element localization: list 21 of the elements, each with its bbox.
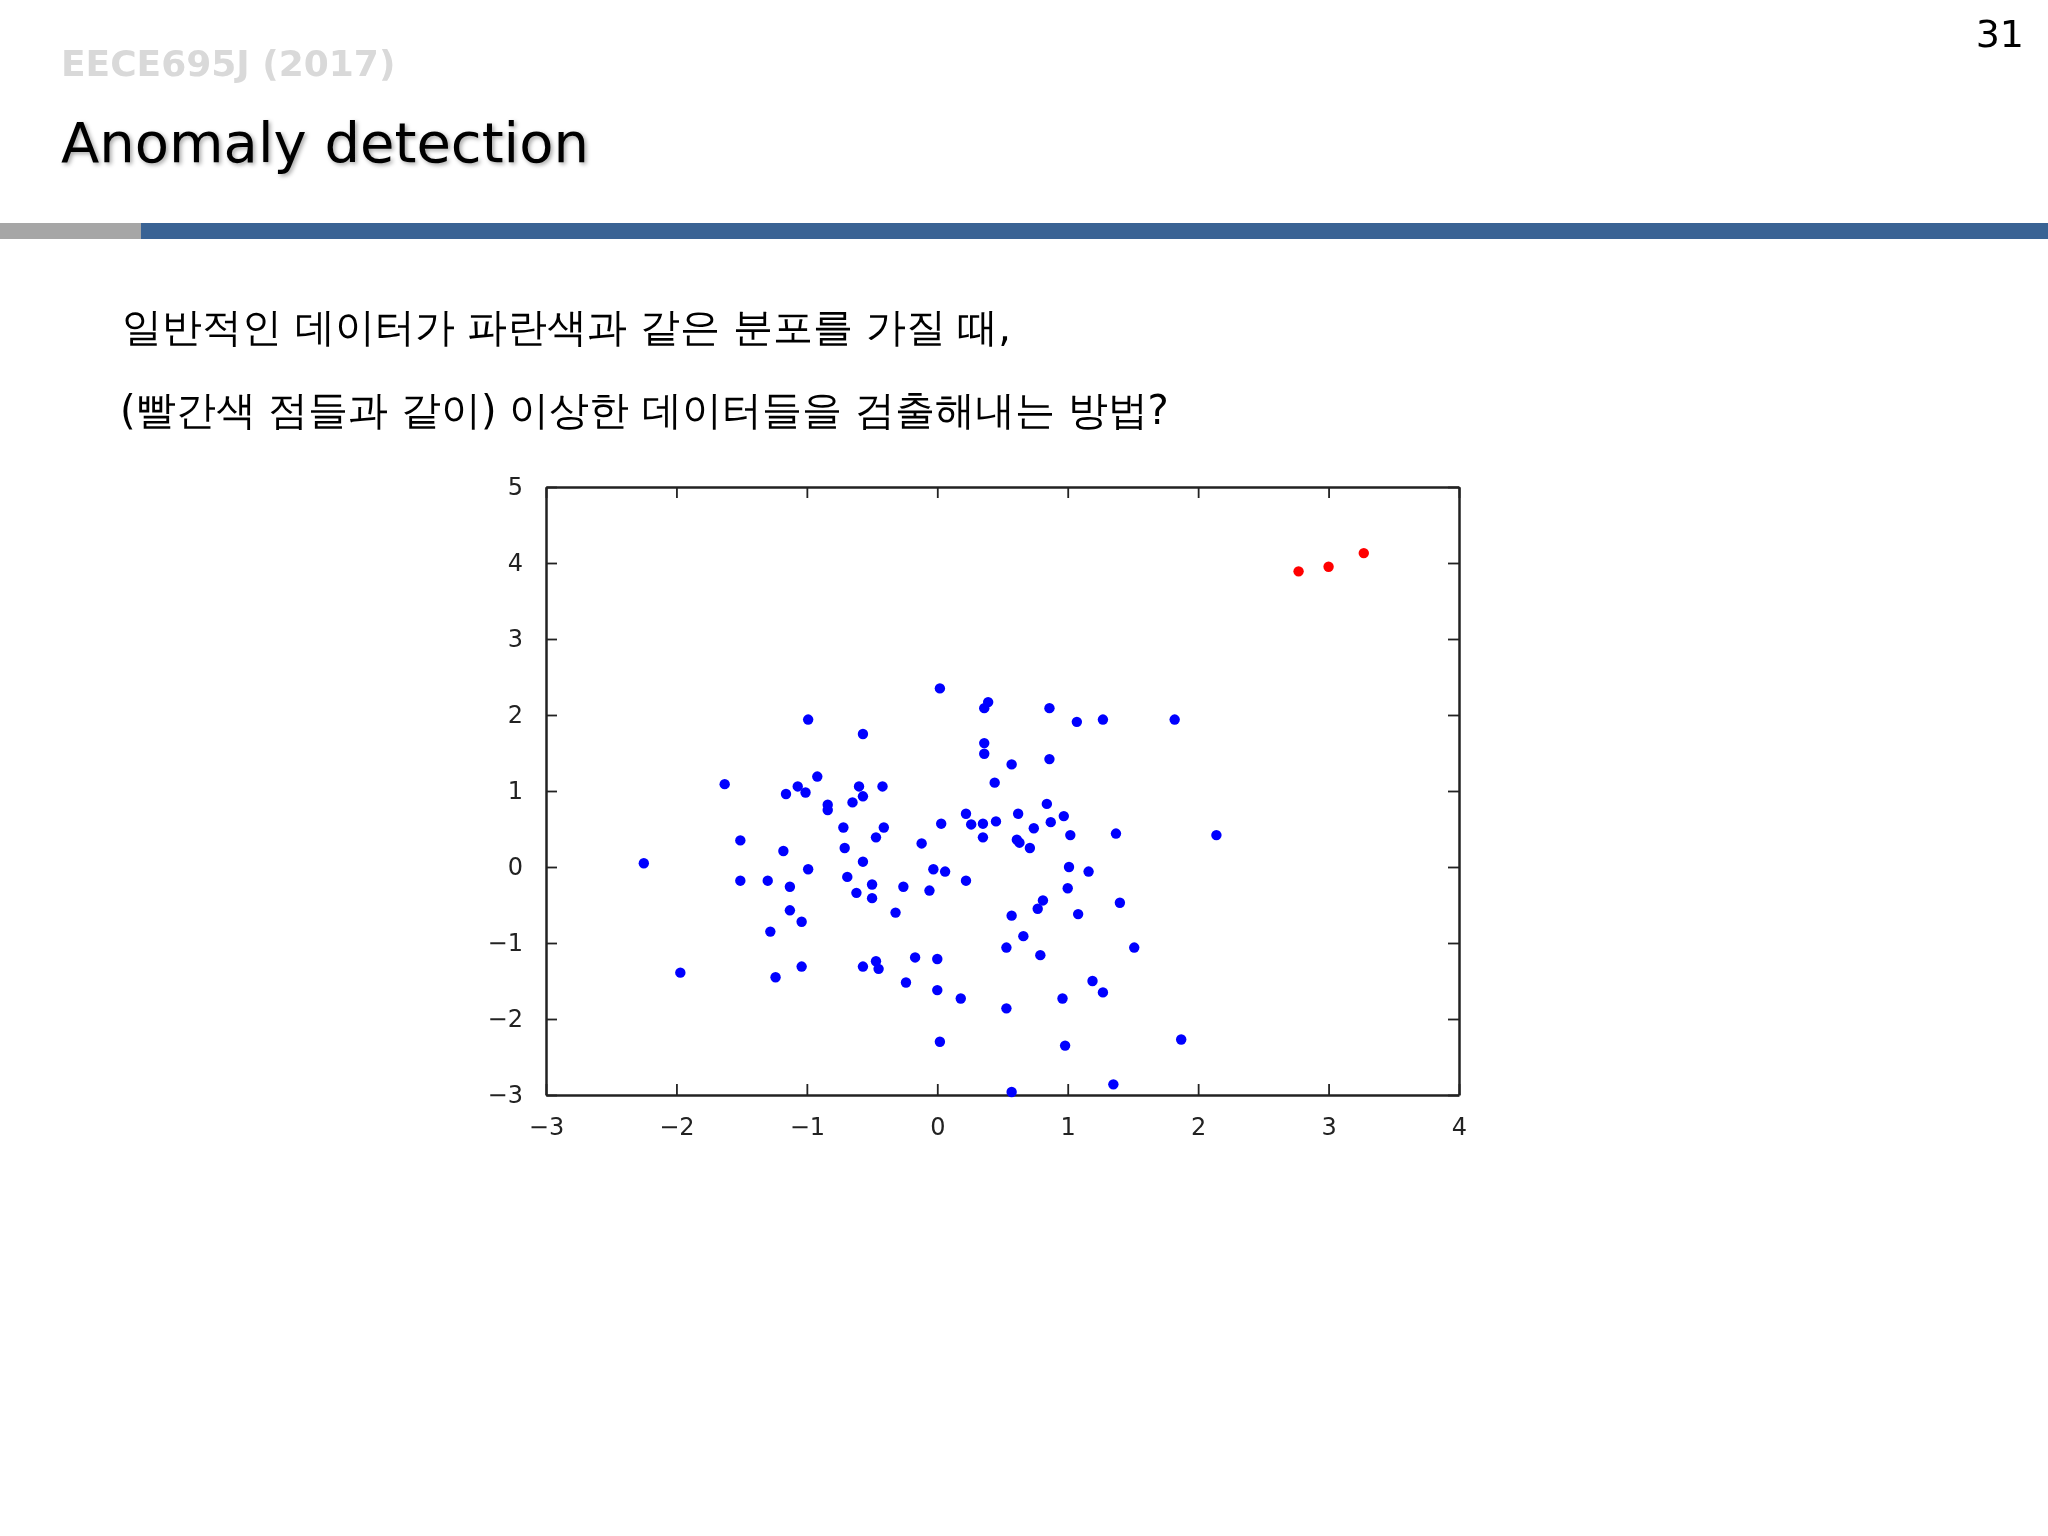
y-tick-label: −3 xyxy=(487,1081,523,1110)
x-tick-label: −3 xyxy=(528,1113,565,1142)
y-tick-label: 5 xyxy=(507,473,523,502)
text: 31 xyxy=(1975,12,2024,56)
x-tick-label: 3 xyxy=(1321,1113,1337,1142)
y-tick-label: 3 xyxy=(507,625,523,654)
y-tick-label: 0 xyxy=(507,853,523,882)
y-tick-label: −2 xyxy=(487,1005,523,1034)
x-tick-label: 4 xyxy=(1451,1113,1468,1142)
chart-title: Anomaly detection xyxy=(61,110,589,175)
text: 일반적인 데이터가 파란색과 같은 분포를 가질 때, xyxy=(122,304,1012,350)
x-tick-label: 0 xyxy=(930,1113,946,1142)
x-tick-label: 1 xyxy=(1060,1113,1076,1142)
y-tick-label: 4 xyxy=(507,549,523,578)
x-tick-label: 2 xyxy=(1191,1113,1207,1142)
y-tick-label: 2 xyxy=(507,701,523,730)
y-tick-label: 1 xyxy=(507,777,523,806)
x-tick-label: −1 xyxy=(789,1113,826,1142)
y-tick-label: −1 xyxy=(487,929,523,958)
x-tick-label: −2 xyxy=(659,1113,695,1142)
text: (빨간색 점들과 같이) 이상한 데이터들을 검출해내는 방법? xyxy=(120,387,1169,433)
